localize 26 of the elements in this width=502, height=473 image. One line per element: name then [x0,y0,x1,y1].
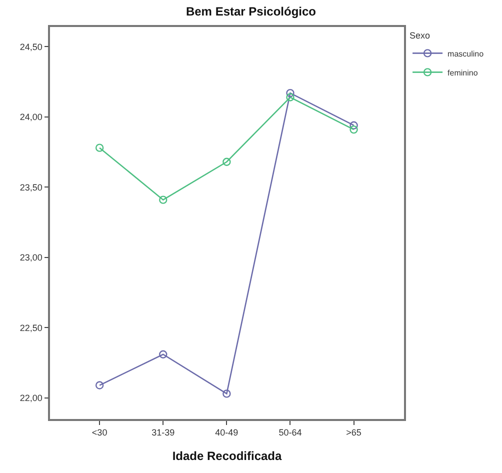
point [95,381,104,390]
y-tick-label: 22,00 [20,393,42,404]
point [286,93,294,102]
y-tick-label: 24,00 [20,112,42,122]
point [350,121,358,130]
point [286,88,294,98]
point [159,196,168,204]
legend-label: masculino [448,49,484,58]
legend-label: feminino [448,68,478,78]
point [222,158,231,166]
x-tick-label: >65 [346,428,362,438]
legend-title: Sexo [410,30,430,41]
point [222,390,231,398]
chart-title: Bem Estar Psicológico [186,4,316,18]
point [95,144,104,152]
y-tick-label: 24,50 [20,42,42,52]
point [350,125,358,134]
y-tick-label: 23,50 [20,182,42,192]
x-tick-label: 40-49 [215,428,238,438]
y-tick-label: 23,00 [20,252,42,263]
x-tick-label: <30 [92,428,108,438]
y-tick-label: 22,50 [20,322,42,333]
x-axis-title: Idade Recodificada [172,448,282,463]
x-tick-label: 31-39 [152,428,175,438]
x-tick-label: 50-64 [278,428,302,438]
point [159,350,168,358]
